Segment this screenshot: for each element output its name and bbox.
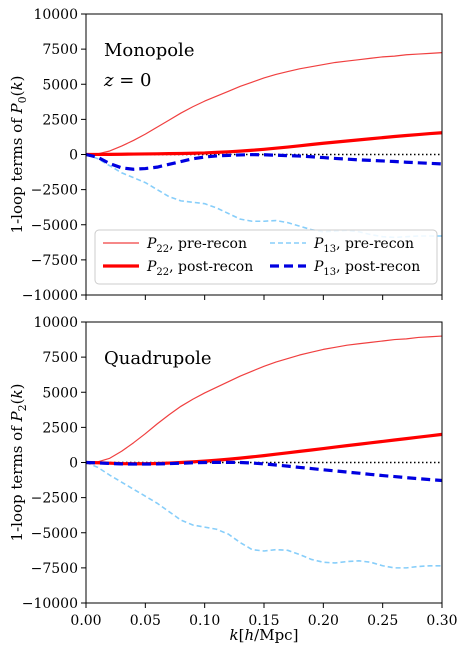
series-line-p-22-post-recon [85, 131, 443, 157]
x-tick-label: 0.00 [70, 613, 101, 629]
bottom-plot-frame [85, 321, 443, 604]
y-tick-label: −2500 [31, 183, 78, 199]
x-tick-label: 0.05 [130, 613, 161, 629]
x-axis-label: k[h/Mpc] [230, 626, 299, 644]
quadrupole-panel: −10000−7500−5000−2500025005000750010000 … [8, 315, 458, 644]
top-y-axis-label: 1-loop terms of P0(k) [8, 76, 29, 234]
series-line-p-13-post-recon [85, 460, 443, 483]
legend-entry: P22, pre-recon [146, 236, 247, 255]
y-tick-label: 10000 [33, 7, 78, 23]
bottom-y-axis-label: 1-loop terms of P2(k) [8, 384, 29, 542]
y-tick-label: −10000 [22, 596, 78, 612]
series-line-p-13-pre-recon [85, 153, 442, 239]
y-tick-label: 5000 [42, 77, 78, 93]
x-tick-label: 0.25 [367, 613, 398, 629]
x-tick-label: 0.20 [308, 613, 339, 629]
legend: P22, pre-recon P13, pre-recon P22, post-re… [94, 229, 438, 285]
y-tick-label: 10000 [33, 315, 78, 331]
y-tick-label: −10000 [22, 288, 78, 304]
y-tick-label: 7500 [42, 350, 78, 366]
x-tick-label: 0.15 [248, 613, 279, 629]
legend-entry: P13, pre-recon [313, 236, 414, 255]
series-line-p-13-pre-recon [85, 461, 442, 569]
monopole-panel: −10000−7500−5000−2500025005000750010000 … [8, 7, 443, 304]
quadrupole-annotation: Quadrupole [104, 348, 212, 369]
y-tick-label: 2500 [42, 112, 78, 128]
bottom-x-axis: 0.00 0.05 0.10 0.15 0.20 0.25 0.30 [70, 603, 458, 629]
y-tick-label: −7500 [31, 561, 78, 577]
bottom-y-axis: −10000 −7500 −5000 −2500 0 2500 5000 7500 10000 [22, 315, 86, 612]
y-tick-label: −7500 [31, 253, 78, 269]
series-line-p-22-pre-recon [85, 335, 443, 464]
y-tick-label: 0 [69, 456, 78, 472]
legend-box [94, 229, 438, 285]
y-tick-label: 0 [69, 148, 78, 164]
x-tick-label: 0.30 [426, 613, 457, 629]
series-line-p-22-pre-recon [85, 52, 443, 156]
y-tick-label: −5000 [31, 218, 78, 234]
series-line-p-13-post-recon [85, 152, 443, 171]
y-tick-label: −5000 [31, 526, 78, 542]
bottom-series-group [85, 335, 443, 569]
top-plot-frame [85, 13, 443, 296]
monopole-annotation: Monopole [104, 40, 194, 61]
y-tick-label: −2500 [31, 491, 78, 507]
top-x-axis [85, 295, 443, 300]
legend-entry: P13, post-recon [313, 259, 420, 278]
y-tick-label: 5000 [42, 385, 78, 401]
top-y-axis: −10000 −7500 −5000 −2500 0 2500 5000 7500 10000 [22, 7, 86, 304]
redshift-annotation: z = 0 [103, 70, 151, 91]
y-tick-label: 7500 [42, 42, 78, 58]
y-tick-label: 2500 [42, 420, 78, 436]
legend-entry: P22, post-recon [146, 259, 253, 278]
x-tick-label: 0.10 [189, 613, 220, 629]
